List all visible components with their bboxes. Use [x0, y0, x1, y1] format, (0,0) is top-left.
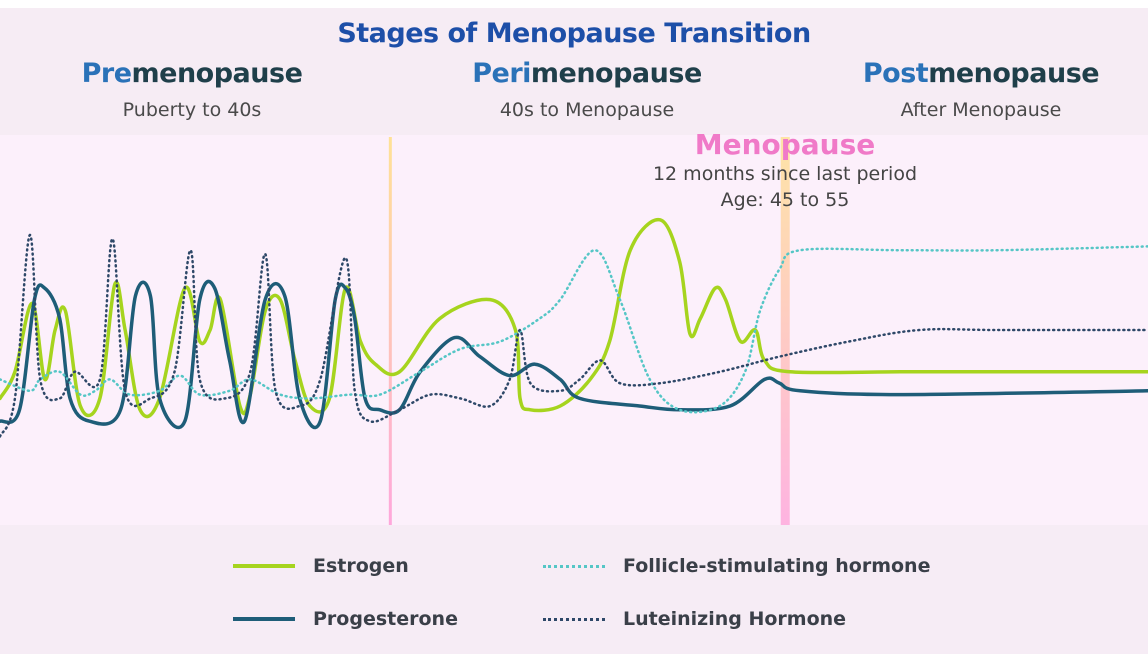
plot-area — [0, 135, 1148, 525]
stage-perimenopause: Perimenopause 40s to Menopause — [437, 58, 737, 121]
stage-name: Premenopause — [81, 58, 303, 89]
stage-postmenopause: Postmenopause After Menopause — [831, 58, 1131, 121]
series-line-estrogen — [0, 217, 1148, 419]
legend-swatch-lh — [543, 617, 605, 621]
stage-name: Postmenopause — [862, 58, 1100, 89]
menopause-line2: Age: 45 to 55 — [720, 189, 850, 211]
stage-subtitle: After Menopause — [900, 99, 1062, 121]
legend-item-fsh: Follicle-stimulating hormone — [543, 555, 930, 577]
stage-name: Perimenopause — [472, 58, 702, 89]
menopause-title: Menopause — [694, 128, 876, 161]
chart-title: Stages of Menopause Transition — [337, 18, 811, 49]
menopause-annotation: Menopause 12 months since last period Ag… — [600, 128, 970, 213]
series-line-progesterone — [0, 279, 1148, 430]
menopause-line1: 12 months since last period — [652, 163, 918, 185]
legend: Estrogen Progesterone Follicle-stimulati… — [0, 525, 1148, 654]
legend-swatch-estrogen — [233, 564, 295, 568]
stage-premenopause: Premenopause Puberty to 40s — [42, 58, 342, 121]
series-line-luteinizing-hormone — [0, 233, 1148, 438]
perimenopause-divider — [388, 137, 392, 525]
legend-swatch-progesterone — [233, 617, 295, 621]
legend-item-estrogen: Estrogen — [233, 555, 409, 577]
menopause-marker-line — [780, 137, 790, 525]
stage-subtitle: 40s to Menopause — [499, 99, 675, 121]
stage-subtitle: Puberty to 40s — [122, 99, 262, 121]
legend-item-progesterone: Progesterone — [233, 608, 458, 630]
header-band: Stages of Menopause Transition Premenopa… — [0, 8, 1148, 135]
legend-swatch-fsh — [543, 564, 605, 568]
legend-item-lh: Luteinizing Hormone — [543, 608, 846, 630]
series-line-follicle-stimulating-hormone — [0, 245, 1148, 414]
